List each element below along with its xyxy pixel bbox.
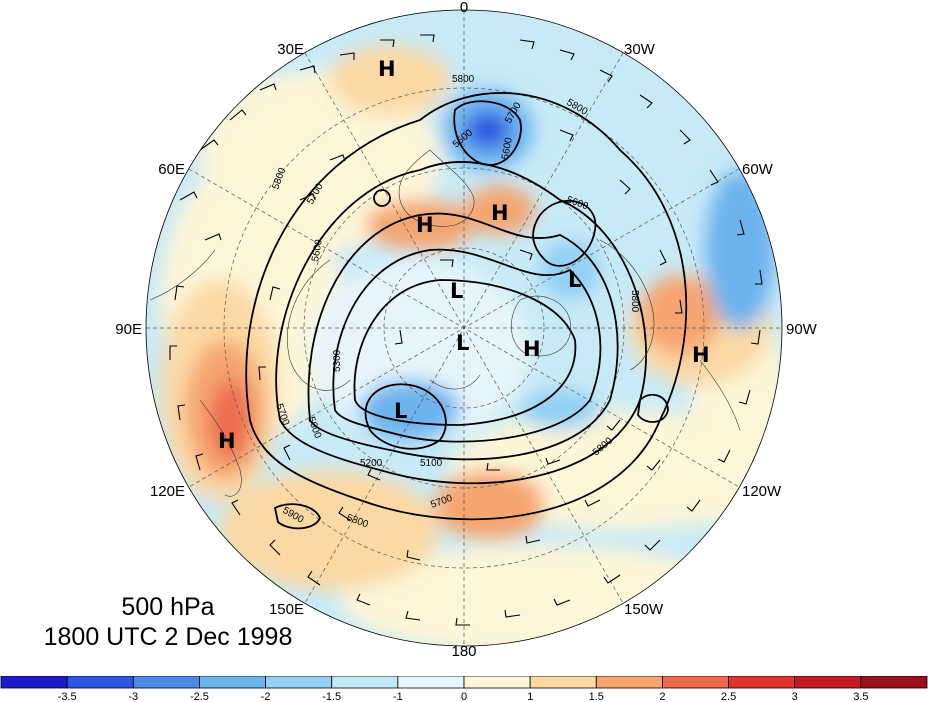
- contour-label: 5100: [420, 458, 443, 469]
- colorbar-tick-label: 1: [527, 691, 533, 702]
- longitude-label: 60W: [742, 161, 774, 178]
- longitude-label: 180: [451, 643, 476, 660]
- colorbar-tick-label: 2: [659, 691, 665, 702]
- contour-label: 5600: [500, 136, 515, 160]
- colorbar-swatch: [728, 676, 796, 689]
- colorbar-tick-label: 1.5: [589, 691, 604, 702]
- colorbar-swatch: [463, 676, 531, 689]
- longitude-label: 0: [460, 0, 468, 16]
- longitude-label: 30W: [624, 41, 656, 58]
- longitude-label: 120W: [742, 483, 782, 500]
- colorbar-swatch: [860, 676, 928, 689]
- colorbar-tick-label: 3: [792, 691, 798, 702]
- colorbar-swatch: [66, 676, 134, 689]
- high-pressure-center: H: [416, 213, 434, 237]
- colorbar-swatch: [595, 676, 663, 689]
- contour-label: 5300: [332, 349, 343, 372]
- contour-label: 5800: [452, 74, 475, 85]
- coastlines: [149, 149, 741, 497]
- low-pressure-center: L: [568, 268, 581, 292]
- height-contours: [245, 92, 688, 530]
- colorbar-swatch: [132, 676, 200, 689]
- colorbar-swatch: [794, 676, 862, 689]
- longitude-label: 90E: [115, 321, 142, 338]
- high-pressure-center: H: [523, 337, 541, 361]
- title-pressure-level: 500 hPa: [121, 593, 215, 621]
- longitude-label: 30E: [277, 41, 304, 58]
- colorbar-swatch: [397, 676, 465, 689]
- longitude-labels: 0 30W 60W 90W 120W 150W 180 150E 120E 90…: [115, 0, 817, 660]
- colorbar-swatch: [0, 676, 68, 689]
- colorbar-tick-label: -1.5: [322, 691, 341, 702]
- colorbar-tick-label: 0: [461, 691, 467, 702]
- high-pressure-center: H: [218, 429, 236, 453]
- colorbar-swatch: [529, 676, 597, 689]
- contour-label: 5600: [310, 238, 325, 262]
- contour-label: 5200: [360, 458, 383, 469]
- colorbar-tick-label: 2.5: [721, 691, 736, 702]
- longitude-label: 90W: [786, 321, 818, 338]
- colorbar-tick-label: -2.5: [190, 691, 209, 702]
- colorbar-tick-label: -3.5: [58, 691, 77, 702]
- colorbar-tick-label: -2: [261, 691, 271, 702]
- colorbar-swatch: [199, 676, 266, 689]
- contour-label: 5800: [629, 290, 640, 313]
- graticule: [146, 10, 782, 646]
- longitude-label: 150E: [269, 601, 304, 618]
- high-pressure-center: H: [378, 57, 396, 81]
- longitude-label: 150W: [624, 601, 664, 618]
- colorbar-tick-label: -1: [393, 691, 403, 702]
- low-pressure-center: L: [394, 399, 407, 423]
- colorbar: -3.5 -3 -2.5 -2 -1.5 -1 0 1 1.5 2 2.5 3 3.5: [0, 676, 928, 702]
- high-pressure-center: H: [491, 201, 509, 225]
- pressure-centers: H H H H H H L L L L: [218, 57, 710, 453]
- longitude-label: 120E: [150, 483, 185, 500]
- low-pressure-center: L: [450, 279, 463, 303]
- colorbar-swatch: [265, 676, 333, 689]
- low-pressure-center: L: [456, 331, 469, 355]
- map-border: [145, 9, 783, 647]
- colorbar-tick-label: 3.5: [853, 691, 868, 702]
- high-pressure-center: H: [692, 343, 710, 367]
- title-valid-time: 1800 UTC 2 Dec 1998: [43, 623, 293, 651]
- wind-barbs: [169, 34, 763, 626]
- colorbar-swatch: [662, 676, 729, 689]
- longitude-label: 60E: [158, 161, 185, 178]
- colorbar-swatch: [331, 676, 399, 689]
- colorbar-tick-label: -3: [128, 691, 138, 702]
